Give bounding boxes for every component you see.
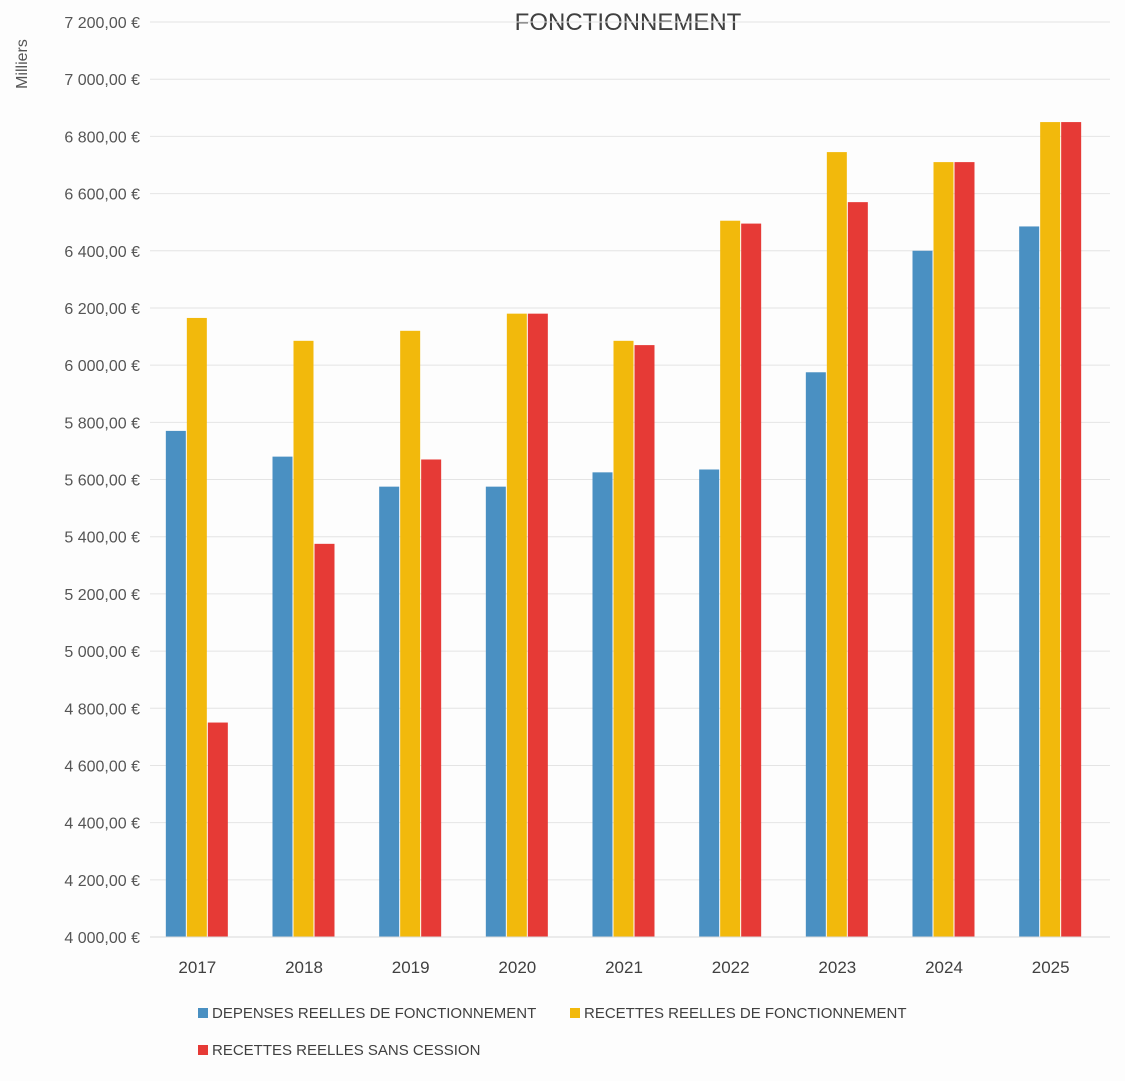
x-tick-label: 2025 [1032,958,1070,977]
y-tick-label: 6 200,00 € [64,301,140,318]
y-tick-label: 6 600,00 € [64,187,140,204]
y-tick-label: 7 000,00 € [64,72,140,89]
legend-swatch [198,1008,208,1018]
bar-2020-series-2 [527,313,548,937]
y-tick-label: 4 600,00 € [64,758,140,775]
x-axis-ticks: 2017 2018 2019 2020 2021 2022 2023 2024 2025 [178,958,1069,977]
y-tick-label: 5 200,00 € [64,587,140,604]
bar-2017-series-2 [207,722,228,937]
bar-2022-series-0 [699,469,720,937]
bar-2025-series-2 [1061,122,1082,937]
bar-2025-series-0 [1019,226,1040,937]
bar-2018-series-1 [293,340,314,937]
x-tick-label: 2024 [925,958,963,977]
bar-2024-series-1 [933,162,954,937]
bar-2023-series-1 [826,152,847,937]
bar-2023-series-0 [805,372,826,937]
x-tick-label: 2017 [178,958,216,977]
x-tick-label: 2019 [392,958,430,977]
y-tick-label: 4 400,00 € [64,816,140,833]
bar-2019-series-1 [400,330,421,937]
bar-2018-series-0 [272,456,293,937]
bar-2021-series-1 [613,340,634,937]
bar-2017-series-1 [186,317,207,937]
x-tick-label: 2018 [285,958,323,977]
y-tick-label: 5 600,00 € [64,473,140,490]
bars [165,122,1082,937]
y-tick-label: 6 800,00 € [64,129,140,146]
bar-2022-series-1 [720,220,741,937]
legend-swatch [570,1008,580,1018]
y-tick-label: 4 800,00 € [64,701,140,718]
bar-2020-series-0 [485,486,506,937]
x-tick-label: 2020 [498,958,536,977]
bar-2021-series-0 [592,472,613,937]
y-tick-label: 6 400,00 € [64,244,140,261]
y-tick-label: 5 000,00 € [64,644,140,661]
legend-swatch [198,1045,208,1055]
x-tick-label: 2023 [818,958,856,977]
bar-2019-series-0 [379,486,400,937]
legend-label: DEPENSES REELLES DE FONCTIONNEMENT [212,1005,536,1022]
bar-2017-series-0 [165,430,186,937]
y-tick-label: 4 000,00 € [64,930,140,947]
y-unit-label: Milliers [14,39,31,89]
legend: DEPENSES REELLES DE FONCTIONNEMENT RECETT… [198,1005,907,1059]
bar-2018-series-2 [314,543,335,937]
y-tick-label: 5 800,00 € [64,415,140,432]
bar-2024-series-2 [954,162,975,937]
x-tick-label: 2021 [605,958,643,977]
y-tick-label: 4 200,00 € [64,873,140,890]
bar-2021-series-2 [634,345,655,937]
y-tick-label: 7 200,00 € [64,15,140,32]
bar-2020-series-1 [506,313,527,937]
legend-label: RECETTES REELLES SANS CESSION [212,1042,480,1059]
bar-2025-series-1 [1040,122,1061,937]
legend-label: RECETTES REELLES DE FONCTIONNEMENT [584,1005,907,1022]
y-tick-label: 6 000,00 € [64,358,140,375]
bar-2024-series-0 [912,250,933,937]
bar-2019-series-2 [421,459,442,937]
y-axis-ticks: 4 000,00 € 4 200,00 € 4 400,00 € 4 600,00 €… [64,15,140,947]
bar-2023-series-2 [847,202,868,937]
bar-2022-series-2 [741,223,762,937]
y-tick-label: 5 400,00 € [64,530,140,547]
x-tick-label: 2022 [712,958,750,977]
